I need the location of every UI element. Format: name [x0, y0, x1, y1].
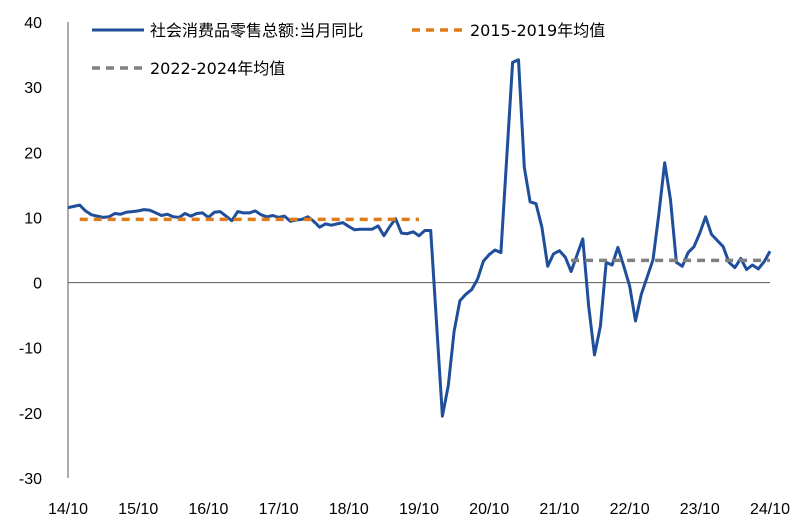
x-axis-ticks: 14/10 15/10 16/10 17/10 18/10 19/10 20/10 21/10… — [48, 501, 790, 518]
y-tick-label: -20 — [19, 406, 42, 423]
x-tick-label: 14/10 — [48, 501, 88, 518]
x-tick-label: 23/10 — [680, 501, 720, 518]
y-tick-label: 20 — [24, 145, 42, 162]
y-tick-label: 30 — [24, 80, 42, 97]
x-tick-label: 20/10 — [469, 501, 509, 518]
axes — [67, 22, 770, 478]
x-tick-label: 22/10 — [610, 501, 650, 518]
series-layer — [67, 58, 772, 418]
x-tick-label: 18/10 — [329, 501, 369, 518]
y-axis-ticks: 40 30 20 10 0 -10 -20 -30 — [19, 15, 42, 488]
legend-label: 社会消费品零售总额:当月同比 — [150, 21, 363, 40]
legend-label: 2015-2019年均值 — [470, 21, 605, 40]
y-tick-label: 40 — [24, 15, 42, 32]
series-line-0 — [67, 58, 772, 418]
x-tick-label: 24/10 — [750, 501, 790, 518]
x-tick-label: 19/10 — [399, 501, 439, 518]
x-tick-label: 17/10 — [259, 501, 299, 518]
x-tick-label: 15/10 — [118, 501, 158, 518]
y-tick-label: -30 — [19, 471, 42, 488]
y-tick-label: -10 — [19, 341, 42, 358]
x-tick-label: 16/10 — [188, 501, 228, 518]
x-tick-label: 21/10 — [539, 501, 579, 518]
y-tick-label: 10 — [24, 210, 42, 227]
legend-label: 2022-2024年均值 — [150, 59, 285, 78]
y-tick-label: 0 — [33, 276, 42, 293]
legend: 社会消费品零售总额:当月同比 2015-2019年均值 2022-2024年均值 — [92, 21, 605, 78]
